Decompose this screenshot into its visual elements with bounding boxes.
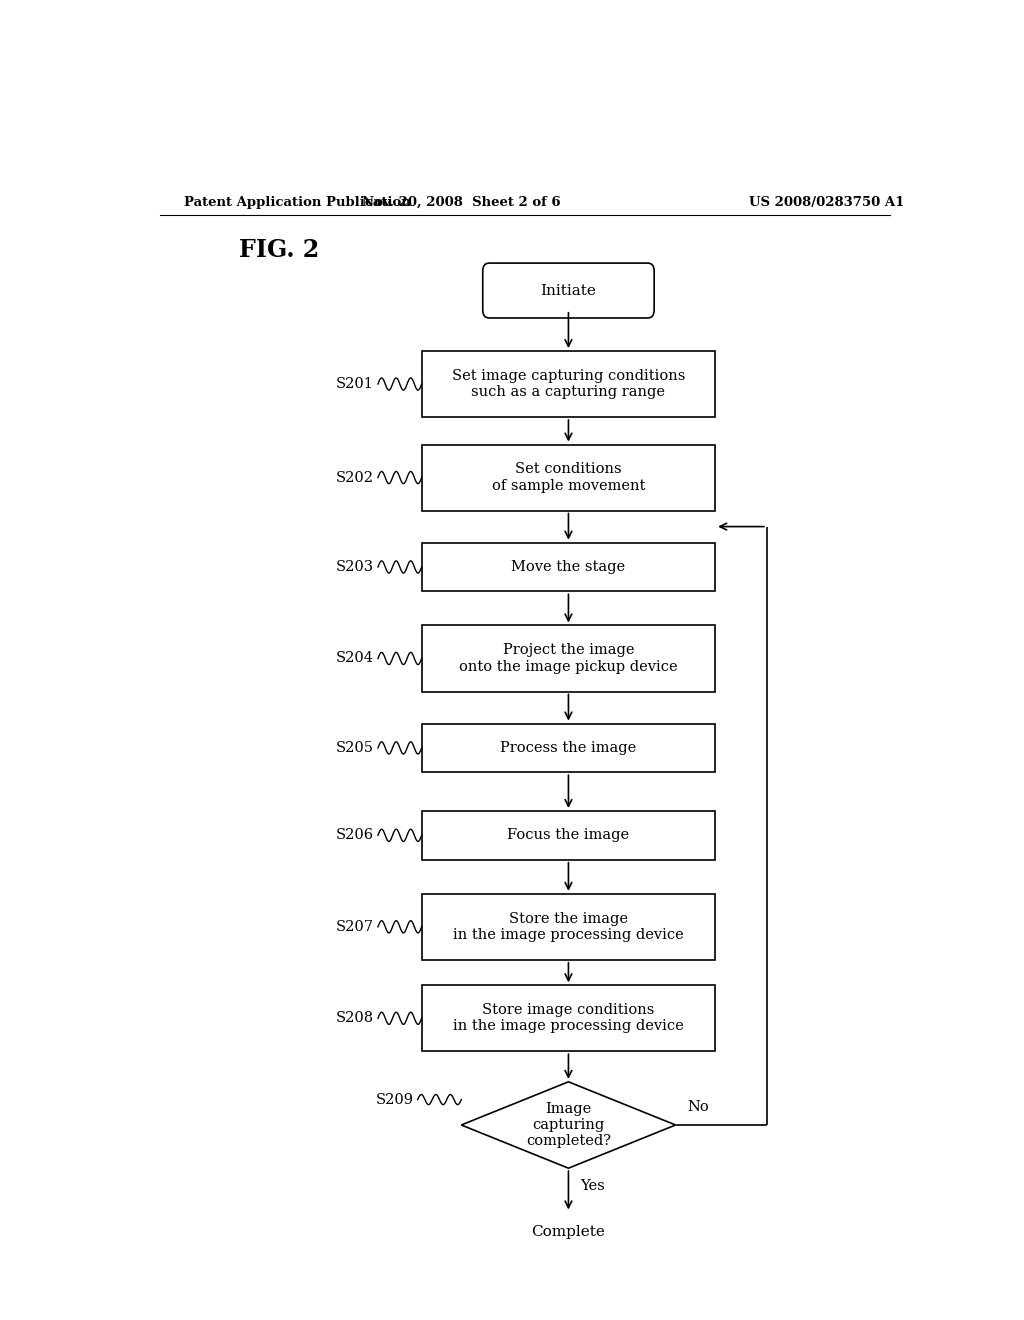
FancyBboxPatch shape: [482, 1204, 654, 1259]
Bar: [422, 351, 715, 417]
Text: S201: S201: [336, 378, 374, 391]
Text: Yes: Yes: [581, 1180, 605, 1193]
Bar: [422, 626, 715, 692]
Text: S203: S203: [336, 560, 374, 574]
Text: S208: S208: [336, 1011, 374, 1026]
Text: US 2008/0283750 A1: US 2008/0283750 A1: [749, 195, 904, 209]
Text: Nov. 20, 2008  Sheet 2 of 6: Nov. 20, 2008 Sheet 2 of 6: [362, 195, 560, 209]
Bar: [422, 723, 715, 772]
Text: No: No: [687, 1100, 710, 1114]
Text: S205: S205: [336, 741, 374, 755]
Text: S202: S202: [336, 470, 374, 484]
Bar: [422, 985, 715, 1051]
Bar: [422, 543, 715, 591]
Text: Process the image: Process the image: [501, 741, 637, 755]
Text: Set image capturing conditions
such as a capturing range: Set image capturing conditions such as a…: [452, 370, 685, 399]
Bar: [422, 445, 715, 511]
Text: S204: S204: [336, 652, 374, 665]
Text: Focus the image: Focus the image: [507, 829, 630, 842]
Bar: [422, 894, 715, 960]
Text: Store the image
in the image processing device: Store the image in the image processing …: [453, 912, 684, 942]
FancyBboxPatch shape: [482, 263, 654, 318]
Polygon shape: [462, 1082, 676, 1168]
Text: Patent Application Publication: Patent Application Publication: [183, 195, 411, 209]
Text: Image
capturing
completed?: Image capturing completed?: [526, 1102, 611, 1148]
Text: FIG. 2: FIG. 2: [240, 238, 319, 261]
Text: Move the stage: Move the stage: [511, 560, 626, 574]
Text: S209: S209: [376, 1093, 414, 1106]
Text: Project the image
onto the image pickup device: Project the image onto the image pickup …: [459, 643, 678, 673]
Text: Complete: Complete: [531, 1225, 605, 1238]
Bar: [422, 810, 715, 859]
Text: Store image conditions
in the image processing device: Store image conditions in the image proc…: [453, 1003, 684, 1034]
Text: Set conditions
of sample movement: Set conditions of sample movement: [492, 462, 645, 492]
Text: S207: S207: [336, 920, 374, 933]
Text: S206: S206: [336, 829, 374, 842]
Text: Initiate: Initiate: [541, 284, 596, 297]
